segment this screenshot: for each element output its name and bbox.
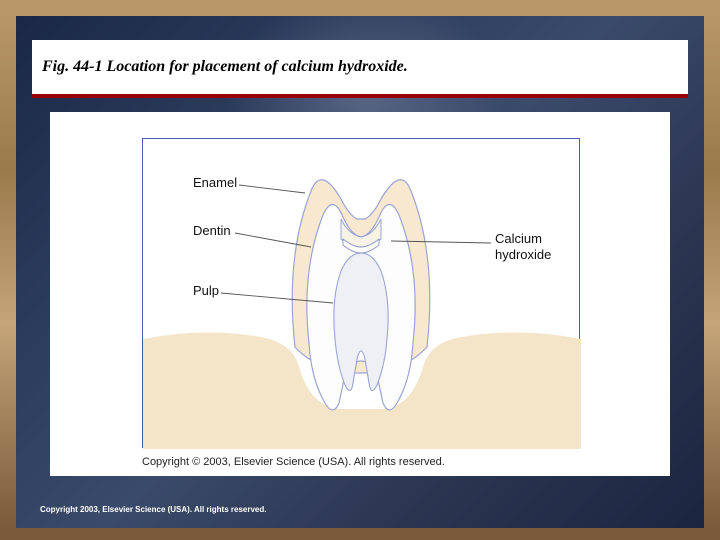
tooth-figure: Enamel Dentin Pulp Calcium hydroxide bbox=[142, 138, 580, 448]
label-caoh-1: Calcium bbox=[495, 231, 542, 246]
inner-copyright: Copyright © 2003, Elsevier Science (USA)… bbox=[142, 456, 445, 468]
label-caoh-2: hydroxide bbox=[495, 247, 551, 262]
title-bar: Fig. 44-1 Location for placement of calc… bbox=[32, 40, 688, 98]
label-pulp: Pulp bbox=[193, 283, 219, 298]
leader-enamel bbox=[239, 185, 305, 193]
footer-copyright: Copyright 2003, Elsevier Science (USA). … bbox=[40, 505, 266, 514]
figure-title: Fig. 44-1 Location for placement of calc… bbox=[42, 58, 408, 76]
slide: Fig. 44-1 Location for placement of calc… bbox=[0, 0, 720, 540]
label-dentin: Dentin bbox=[193, 223, 231, 238]
content-box: Enamel Dentin Pulp Calcium hydroxide Cop… bbox=[50, 112, 670, 476]
label-enamel: Enamel bbox=[193, 175, 237, 190]
